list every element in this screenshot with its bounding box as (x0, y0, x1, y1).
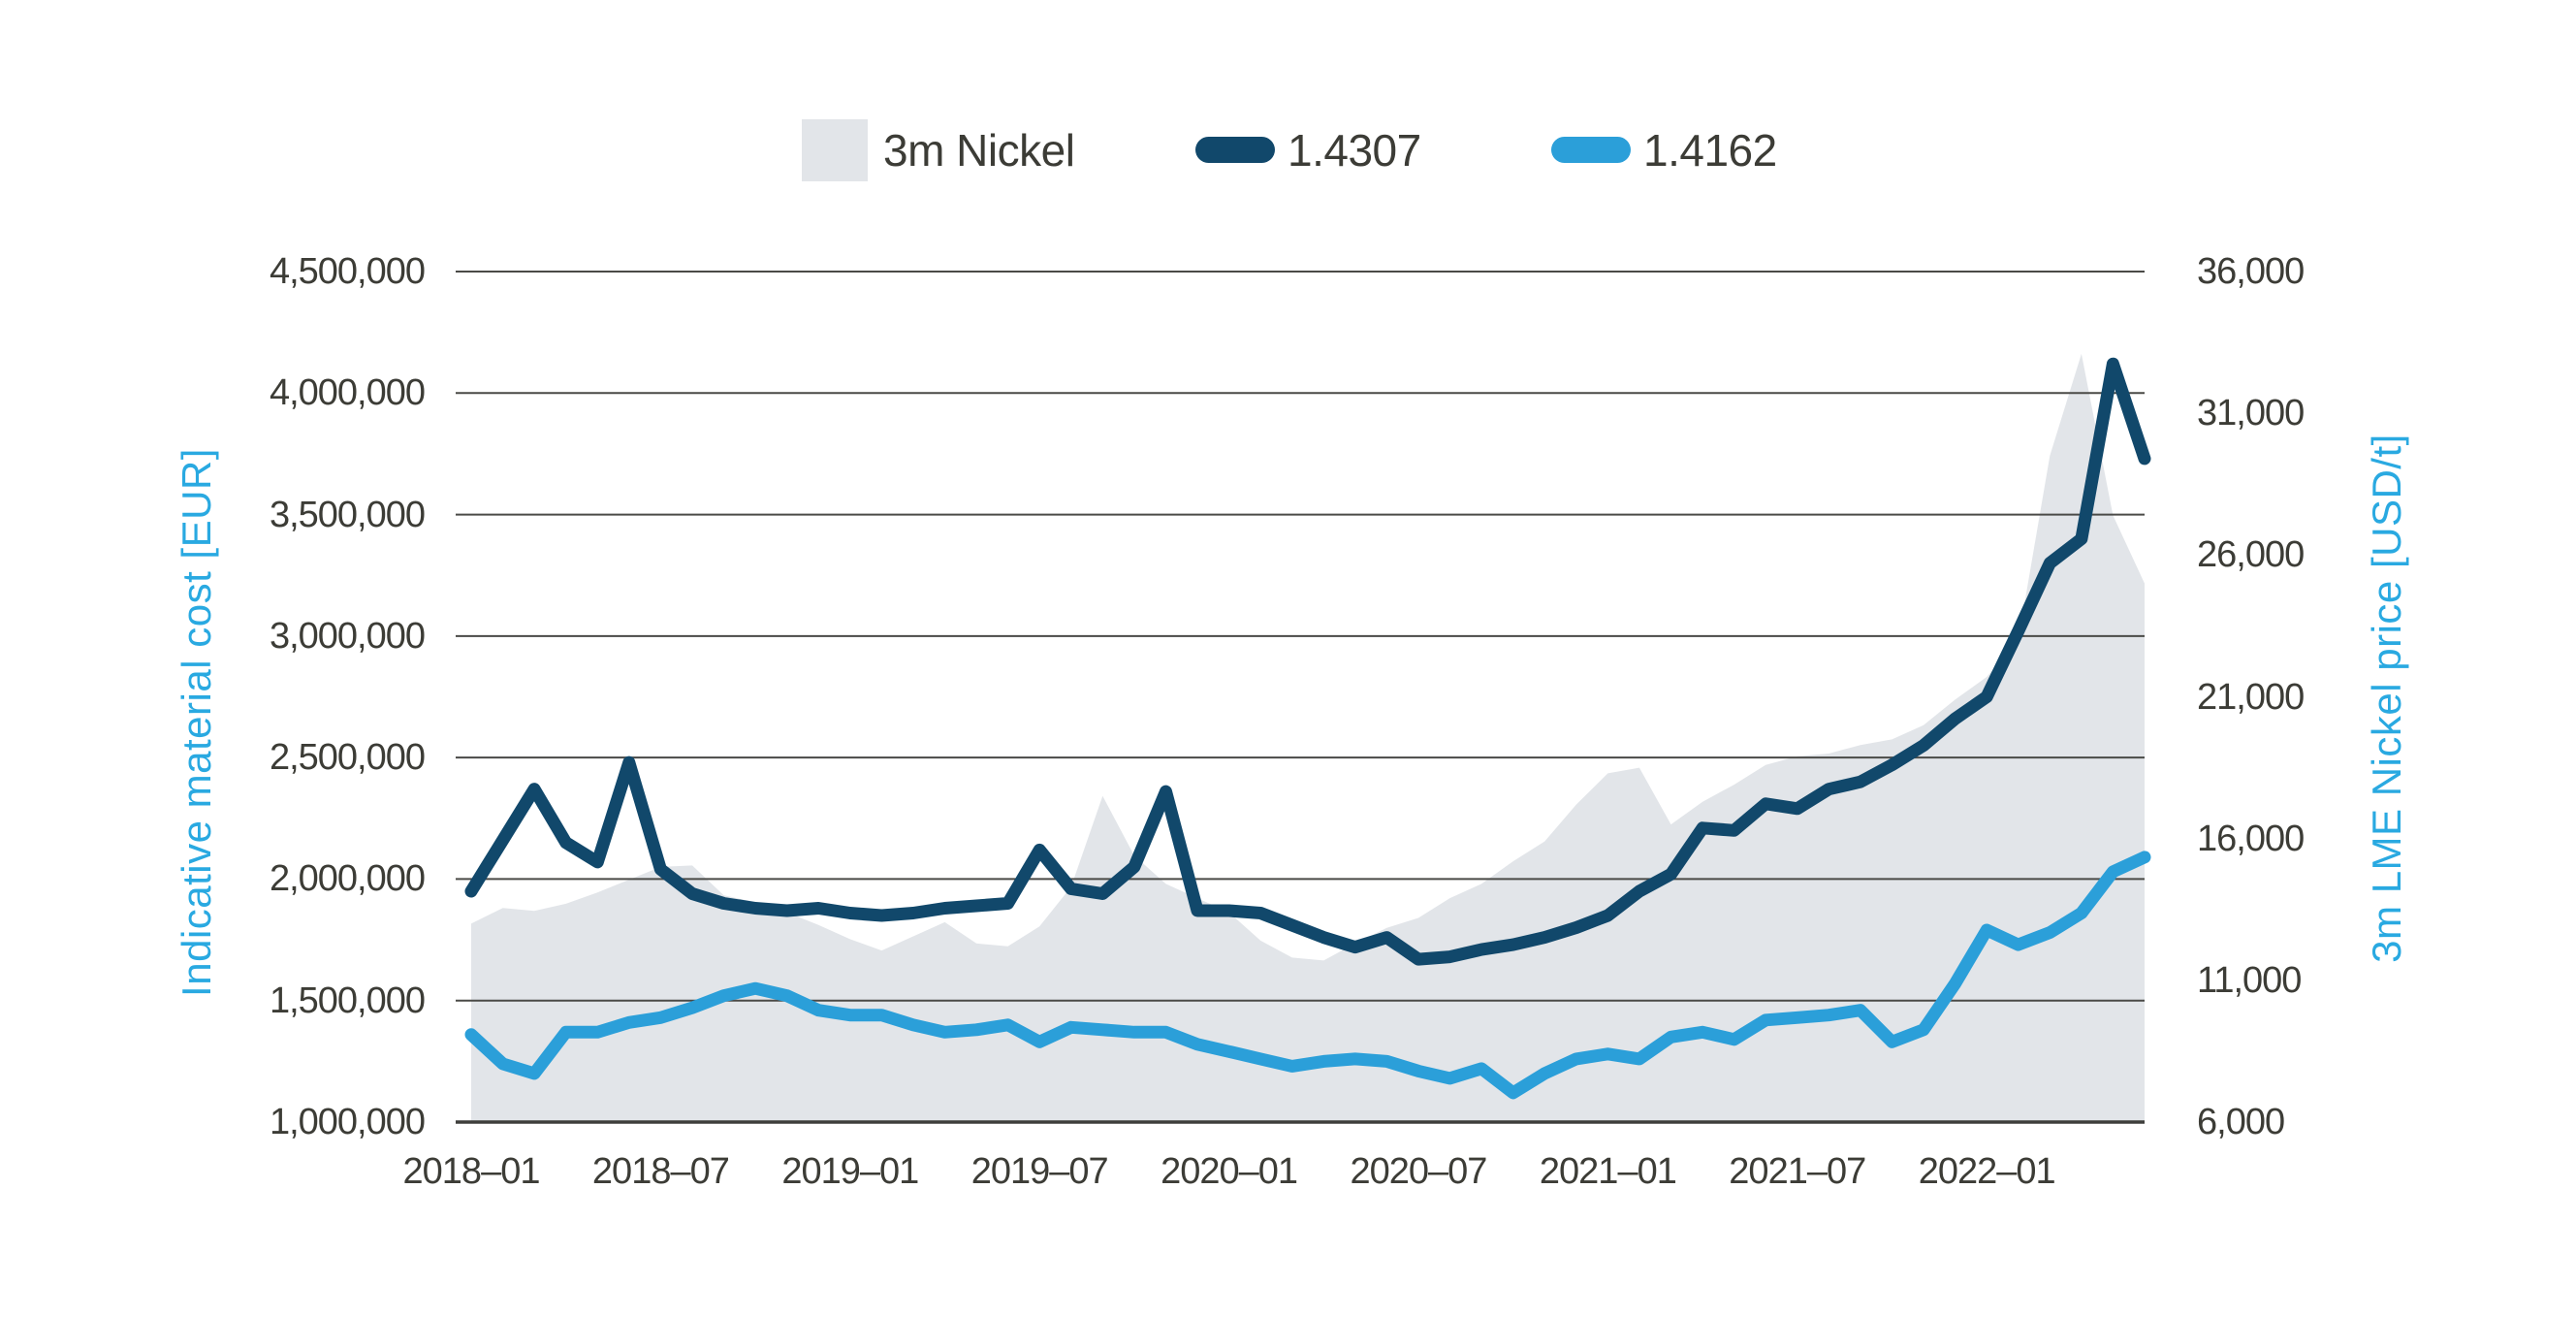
series-area-3m-nickel (471, 353, 2145, 1122)
right-tick-label: 26,000 (2197, 534, 2305, 576)
x-tick-label: 2020–01 (1161, 1151, 1298, 1192)
legend-label-14162: 1.4162 (1643, 125, 1777, 176)
x-tick-label: 2022–01 (1918, 1151, 2056, 1192)
left-tick-label: 2,500,000 (269, 737, 426, 779)
left-tick-label: 3,000,000 (269, 615, 426, 657)
left-tick-label: 1,000,000 (269, 1102, 426, 1142)
x-tick-label: 2020–07 (1350, 1151, 1488, 1192)
series-line-1.4307 (464, 357, 2151, 966)
right-tick-label: 11,000 (2197, 959, 2302, 1001)
legend-label-14307: 1.4307 (1288, 125, 1421, 176)
left-tick-label: 4,500,000 (269, 251, 426, 292)
x-tick-label: 2018–07 (591, 1151, 730, 1192)
left-tick-label: 1,500,000 (269, 980, 426, 1021)
x-tick-label: 2018–01 (402, 1151, 541, 1192)
right-tick-label: 31,000 (2197, 393, 2305, 434)
line-swatch-icon (1195, 137, 1275, 163)
right-tick-label: 36,000 (2197, 251, 2305, 292)
right-tick-label: 21,000 (2197, 676, 2305, 718)
x-tick-label: 2019–01 (781, 1151, 919, 1192)
left-tick-label: 2,000,000 (269, 858, 426, 900)
left-tick-label: 3,500,000 (269, 494, 426, 535)
left-tick-label: 4,000,000 (269, 372, 426, 414)
right-tick-label: 16,000 (2197, 818, 2305, 859)
area-swatch-icon (802, 119, 868, 181)
line-swatch-icon (1551, 137, 1631, 163)
series-line-1.4162 (464, 851, 2151, 1100)
x-tick-label: 2021–07 (1729, 1151, 1866, 1192)
legend-label-3m-nickel: 3m Nickel (883, 125, 1075, 176)
x-tick-label: 2021–01 (1539, 1151, 1677, 1192)
x-tick-label: 2019–07 (970, 1151, 1109, 1192)
right-tick-label: 6,000 (2197, 1102, 2285, 1142)
